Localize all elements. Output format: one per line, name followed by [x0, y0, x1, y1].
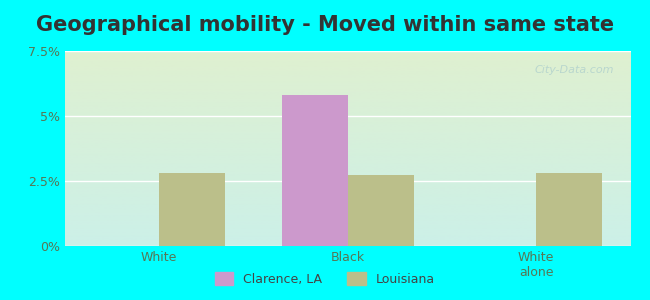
Bar	[348, 175, 413, 246]
Bar	[159, 173, 225, 246]
Legend: Clarence, LA, Louisiana: Clarence, LA, Louisiana	[210, 267, 440, 291]
Bar	[281, 95, 348, 246]
Bar	[536, 173, 602, 246]
Text: City-Data.com: City-Data.com	[534, 64, 614, 75]
Text: Geographical mobility - Moved within same state: Geographical mobility - Moved within sam…	[36, 15, 614, 35]
